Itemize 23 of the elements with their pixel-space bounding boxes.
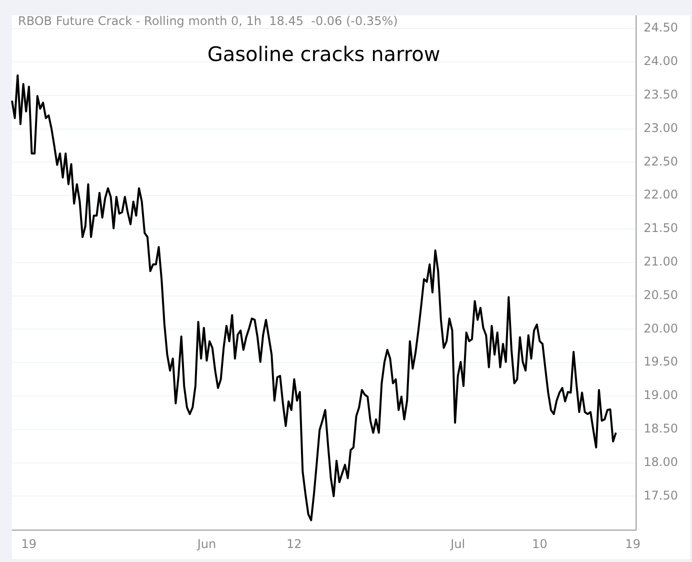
y-tick-label: 20.50 [644, 288, 678, 302]
x-tick-label: Jun [196, 536, 216, 551]
y-tick-label: 21.50 [644, 221, 678, 236]
y-tick-label: 23.00 [644, 120, 678, 135]
y-tick-label: 23.50 [644, 87, 678, 102]
y-tick-label: 19.50 [644, 354, 678, 369]
x-tick-label: 19 [21, 536, 37, 551]
y-tick-label: 17.50 [644, 488, 678, 502]
y-tick-label: 18.50 [644, 422, 678, 436]
chart-subtitle: RBOB Future Crack - Rolling month 0, 1h 18.45 -0.06 (-0.35%) [18, 14, 398, 28]
text: Gasoline cracks narrow [207, 42, 440, 66]
x-tick-label: 10 [532, 536, 548, 551]
y-tick-label: 20.00 [644, 321, 678, 336]
y-tick-label: 22.00 [644, 188, 678, 202]
y-tick-label: 21.00 [644, 254, 678, 269]
x-tick-label: Jul [450, 536, 466, 551]
y-tick-label: 24.00 [644, 54, 678, 68]
x-tick-label: 12 [286, 536, 302, 551]
y-tick-label: 18.00 [644, 454, 678, 469]
y-tick-label: 19.00 [644, 388, 678, 402]
y-tick-label: 22.50 [644, 154, 678, 168]
y-tick-label: 24.50 [644, 20, 678, 35]
x-tick-label: 19 [625, 536, 640, 551]
